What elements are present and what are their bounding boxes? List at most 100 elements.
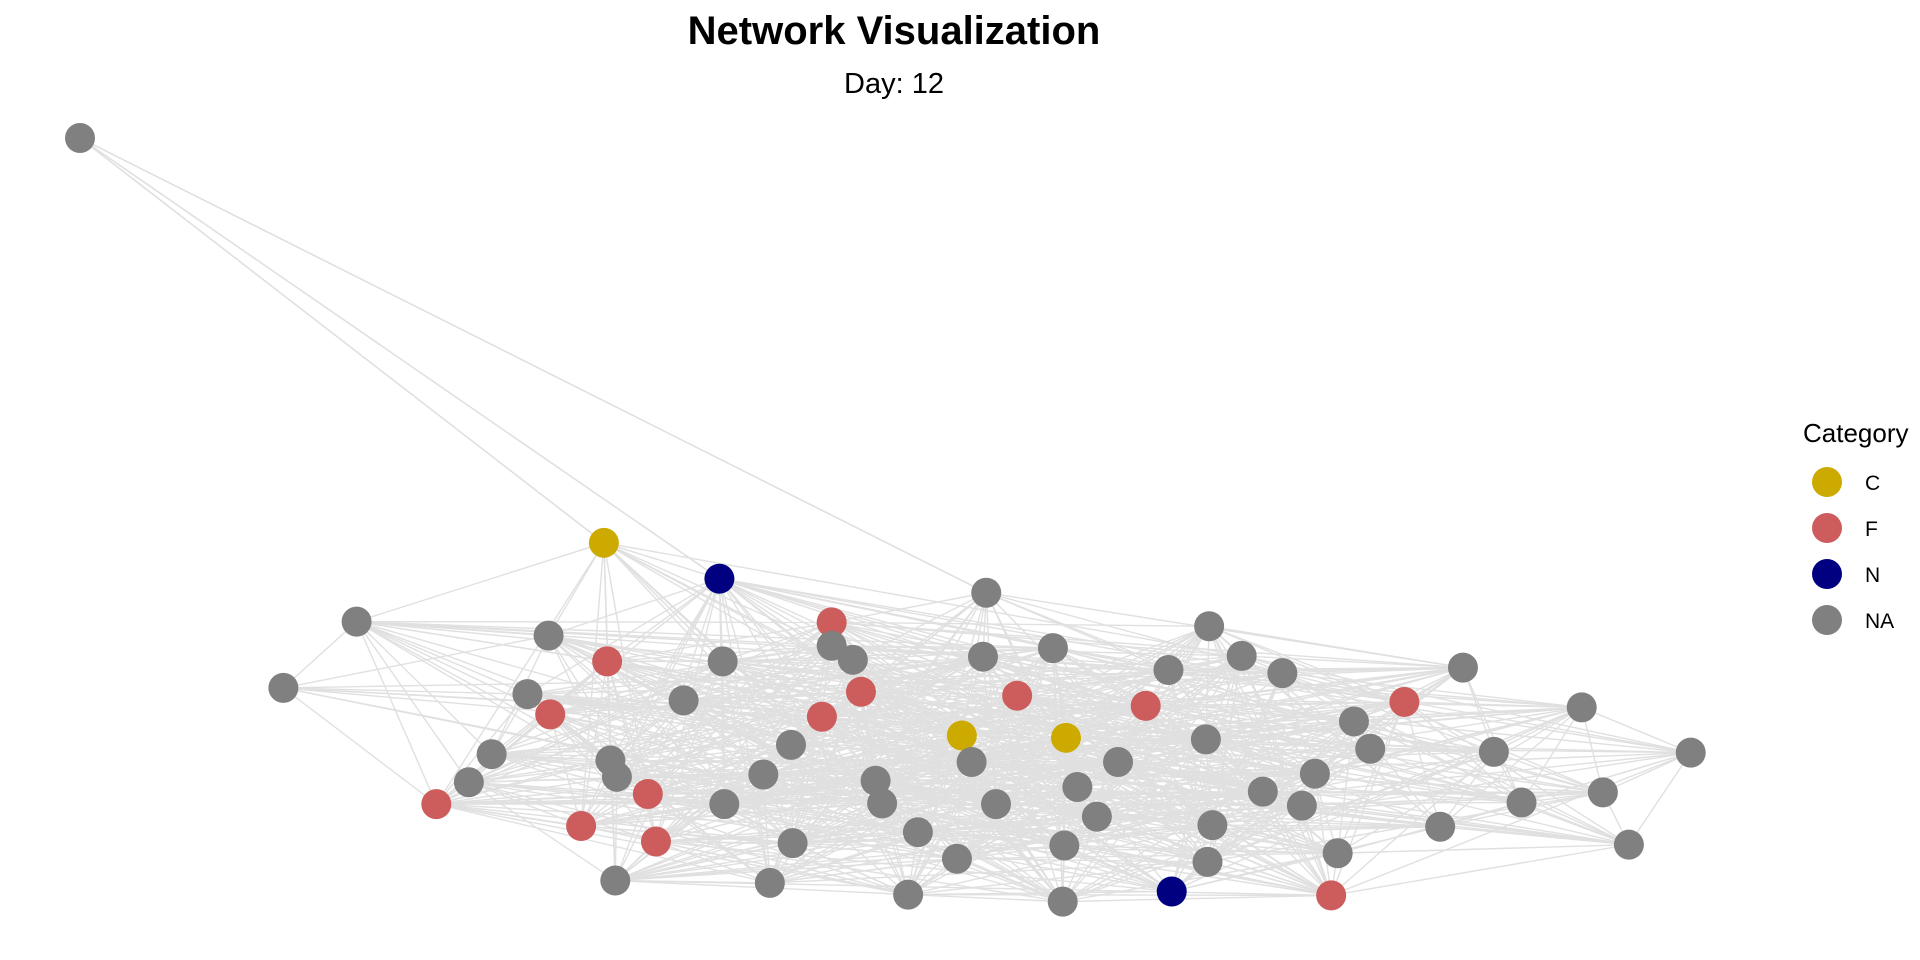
- edge: [283, 634, 549, 689]
- node-72-na: [1047, 886, 1078, 917]
- edge: [1209, 625, 1464, 669]
- node-60-na: [1425, 811, 1456, 842]
- edge: [655, 840, 1172, 893]
- node-18-na: [1447, 652, 1478, 683]
- edge: [1064, 824, 1213, 847]
- edge: [908, 861, 1208, 896]
- edge: [792, 625, 1210, 844]
- edge: [356, 620, 984, 658]
- node-14-na: [967, 641, 998, 672]
- edge: [436, 793, 648, 805]
- edge: [683, 655, 1242, 702]
- edge: [956, 852, 1338, 860]
- node-7-f: [816, 607, 847, 638]
- edge: [1493, 751, 1604, 794]
- edge: [1064, 844, 1172, 893]
- edge: [1212, 824, 1441, 828]
- node-64-na: [1613, 829, 1644, 860]
- edge: [961, 701, 1405, 737]
- node-25-f: [1389, 686, 1420, 717]
- node-15-na: [1037, 633, 1068, 664]
- edge: [549, 713, 793, 844]
- edge: [875, 761, 1119, 782]
- edge: [1581, 706, 1691, 754]
- node-9-na: [1194, 611, 1225, 642]
- edge: [860, 691, 1582, 709]
- node-2-c: [588, 527, 619, 558]
- edge: [769, 861, 1208, 884]
- edge: [792, 803, 997, 844]
- chart-subtitle: Day: 12: [844, 68, 944, 100]
- edge: [527, 693, 876, 782]
- edge: [1337, 843, 1629, 854]
- edge: [724, 773, 1315, 805]
- edge: [436, 773, 764, 805]
- edge: [1171, 852, 1338, 893]
- edge: [875, 773, 1315, 782]
- edge: [655, 840, 771, 884]
- edge: [549, 578, 720, 715]
- node-73-f: [1316, 880, 1347, 911]
- edge: [1064, 804, 1302, 847]
- edge: [724, 802, 883, 805]
- edge: [655, 840, 1338, 854]
- node-27-f: [535, 699, 566, 730]
- edge: [1521, 801, 1630, 846]
- edge: [763, 773, 1078, 788]
- edge: [491, 753, 909, 896]
- node-10-na: [268, 672, 299, 703]
- node-47-f: [632, 778, 663, 809]
- node-69-na: [754, 867, 785, 898]
- edge: [1062, 824, 1213, 903]
- edge: [1314, 773, 1332, 896]
- node-41-na: [453, 767, 484, 798]
- edge: [436, 791, 1603, 805]
- edge: [917, 831, 1172, 893]
- edge: [436, 656, 984, 805]
- edge: [356, 620, 832, 624]
- edge: [908, 893, 1332, 897]
- legend: Category CFN NA: [1803, 418, 1909, 635]
- edge: [995, 790, 1263, 805]
- edge: [1370, 748, 1691, 754]
- edge: [1062, 852, 1338, 903]
- edge: [1212, 804, 1303, 826]
- edge: [1241, 655, 1463, 669]
- edge: [610, 716, 823, 762]
- edge: [1439, 751, 1691, 828]
- node-59-na: [1197, 810, 1228, 841]
- edge: [917, 831, 1065, 847]
- edge: [1168, 666, 1463, 671]
- edge: [821, 669, 1169, 718]
- edge: [908, 893, 1063, 903]
- edge: [614, 793, 649, 881]
- edge: [356, 620, 528, 695]
- node-61-f: [640, 826, 671, 857]
- edge: [647, 655, 1242, 795]
- edge: [1282, 672, 1405, 703]
- edge: [491, 716, 822, 755]
- node-4-na: [971, 577, 1002, 608]
- edge: [616, 672, 1283, 778]
- node-52-na: [867, 788, 898, 819]
- node-30-c: [1050, 722, 1081, 753]
- edge: [527, 656, 984, 695]
- edge: [79, 137, 720, 580]
- edge: [1440, 826, 1629, 846]
- node-70-na: [893, 879, 924, 910]
- edge: [1331, 843, 1630, 897]
- node-44-na: [860, 765, 891, 796]
- edge: [1262, 720, 1355, 793]
- node-66-na: [1192, 846, 1223, 877]
- edge: [435, 542, 605, 805]
- edge: [1404, 701, 1582, 709]
- edge: [436, 803, 771, 884]
- edge: [1052, 647, 1207, 740]
- edge: [655, 804, 1302, 843]
- edge: [468, 759, 611, 783]
- edge: [1171, 706, 1583, 893]
- node-53-na: [981, 789, 1012, 820]
- edge: [282, 621, 358, 689]
- edge: [603, 542, 1242, 657]
- edge: [821, 656, 984, 718]
